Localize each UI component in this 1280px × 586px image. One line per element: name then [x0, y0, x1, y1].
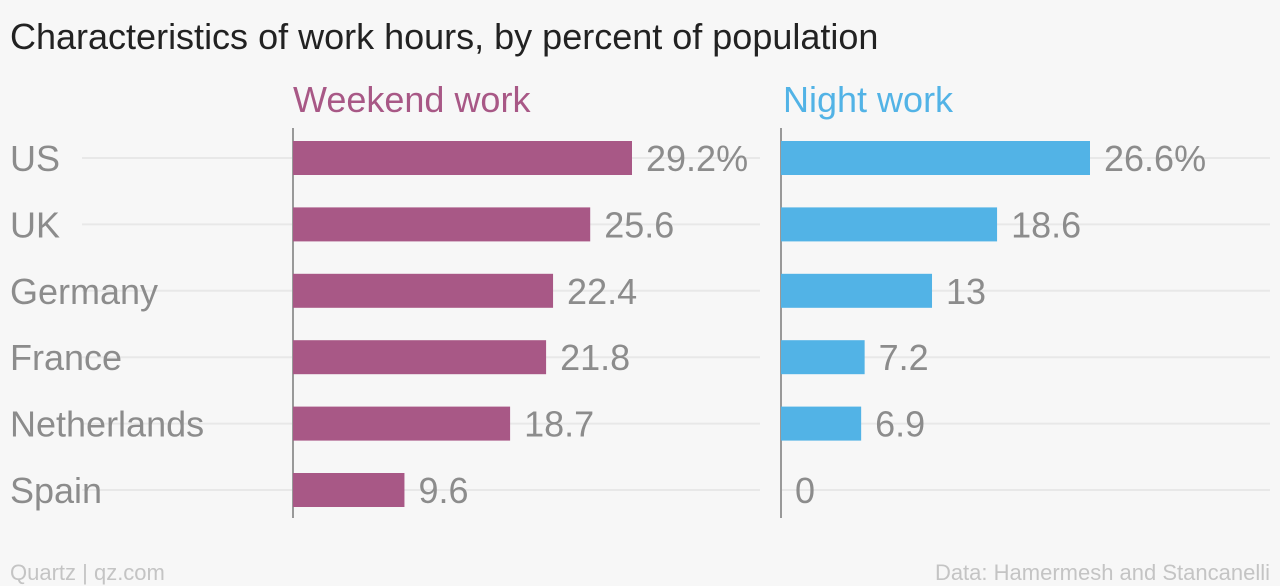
- bar-weekend-work-netherlands: [293, 406, 511, 441]
- bar-weekend-work-spain: [293, 473, 405, 507]
- bar-night-work-germany: [781, 273, 933, 308]
- panel-title-night-work: Night work: [783, 79, 954, 120]
- bar-weekend-work-uk: [293, 207, 591, 242]
- footer-source-right: Data: Hamermesh and Stancanelli: [935, 560, 1270, 585]
- value-label-weekend-work-spain: 9.6: [418, 470, 468, 511]
- value-label-night-work-us: 26.6%: [1104, 138, 1206, 179]
- value-label-night-work-uk: 18.6: [1011, 204, 1081, 245]
- bar-night-work-france: [781, 340, 865, 375]
- gridlines: [82, 157, 1270, 491]
- value-label-weekend-work-netherlands: 18.7: [524, 404, 594, 445]
- value-label-weekend-work-france: 21.8: [560, 337, 630, 378]
- category-labels: US UK Germany France Netherlands Spain: [10, 138, 204, 511]
- category-label-france: France: [10, 337, 122, 378]
- category-label-us: US: [10, 138, 60, 179]
- bar-night-work-netherlands: [781, 406, 862, 441]
- panel-titles: Weekend work Night work: [293, 79, 954, 120]
- value-label-weekend-work-germany: 22.4: [567, 271, 637, 312]
- bars: [293, 141, 1090, 507]
- bar-weekend-work-germany: [293, 273, 554, 308]
- value-labels: 29.2% 25.6 22.4 21.8 18.7 9.6 26.6% 18.6 13 7.2 6.…: [418, 138, 1206, 511]
- value-label-night-work-france: 7.2: [879, 337, 929, 378]
- value-label-night-work-netherlands: 6.9: [875, 404, 925, 445]
- value-label-night-work-germany: 13: [946, 271, 986, 312]
- value-label-night-work-spain: 0: [795, 470, 815, 511]
- value-label-weekend-work-uk: 25.6: [604, 204, 674, 245]
- value-label-weekend-work-us: 29.2%: [646, 138, 748, 179]
- bar-night-work-us: [781, 141, 1090, 175]
- category-label-uk: UK: [10, 204, 60, 245]
- category-label-netherlands: Netherlands: [10, 404, 204, 445]
- footer-source-left: Quartz | qz.com: [10, 560, 165, 585]
- chart-title: Characteristics of work hours, by percen…: [10, 16, 878, 57]
- panel-title-weekend-work: Weekend work: [293, 79, 531, 120]
- bar-weekend-work-us: [293, 141, 632, 175]
- bar-weekend-work-france: [293, 340, 547, 375]
- bar-night-work-uk: [781, 207, 998, 242]
- panel-baselines: [292, 128, 782, 518]
- category-label-spain: Spain: [10, 470, 102, 511]
- category-label-germany: Germany: [10, 271, 158, 312]
